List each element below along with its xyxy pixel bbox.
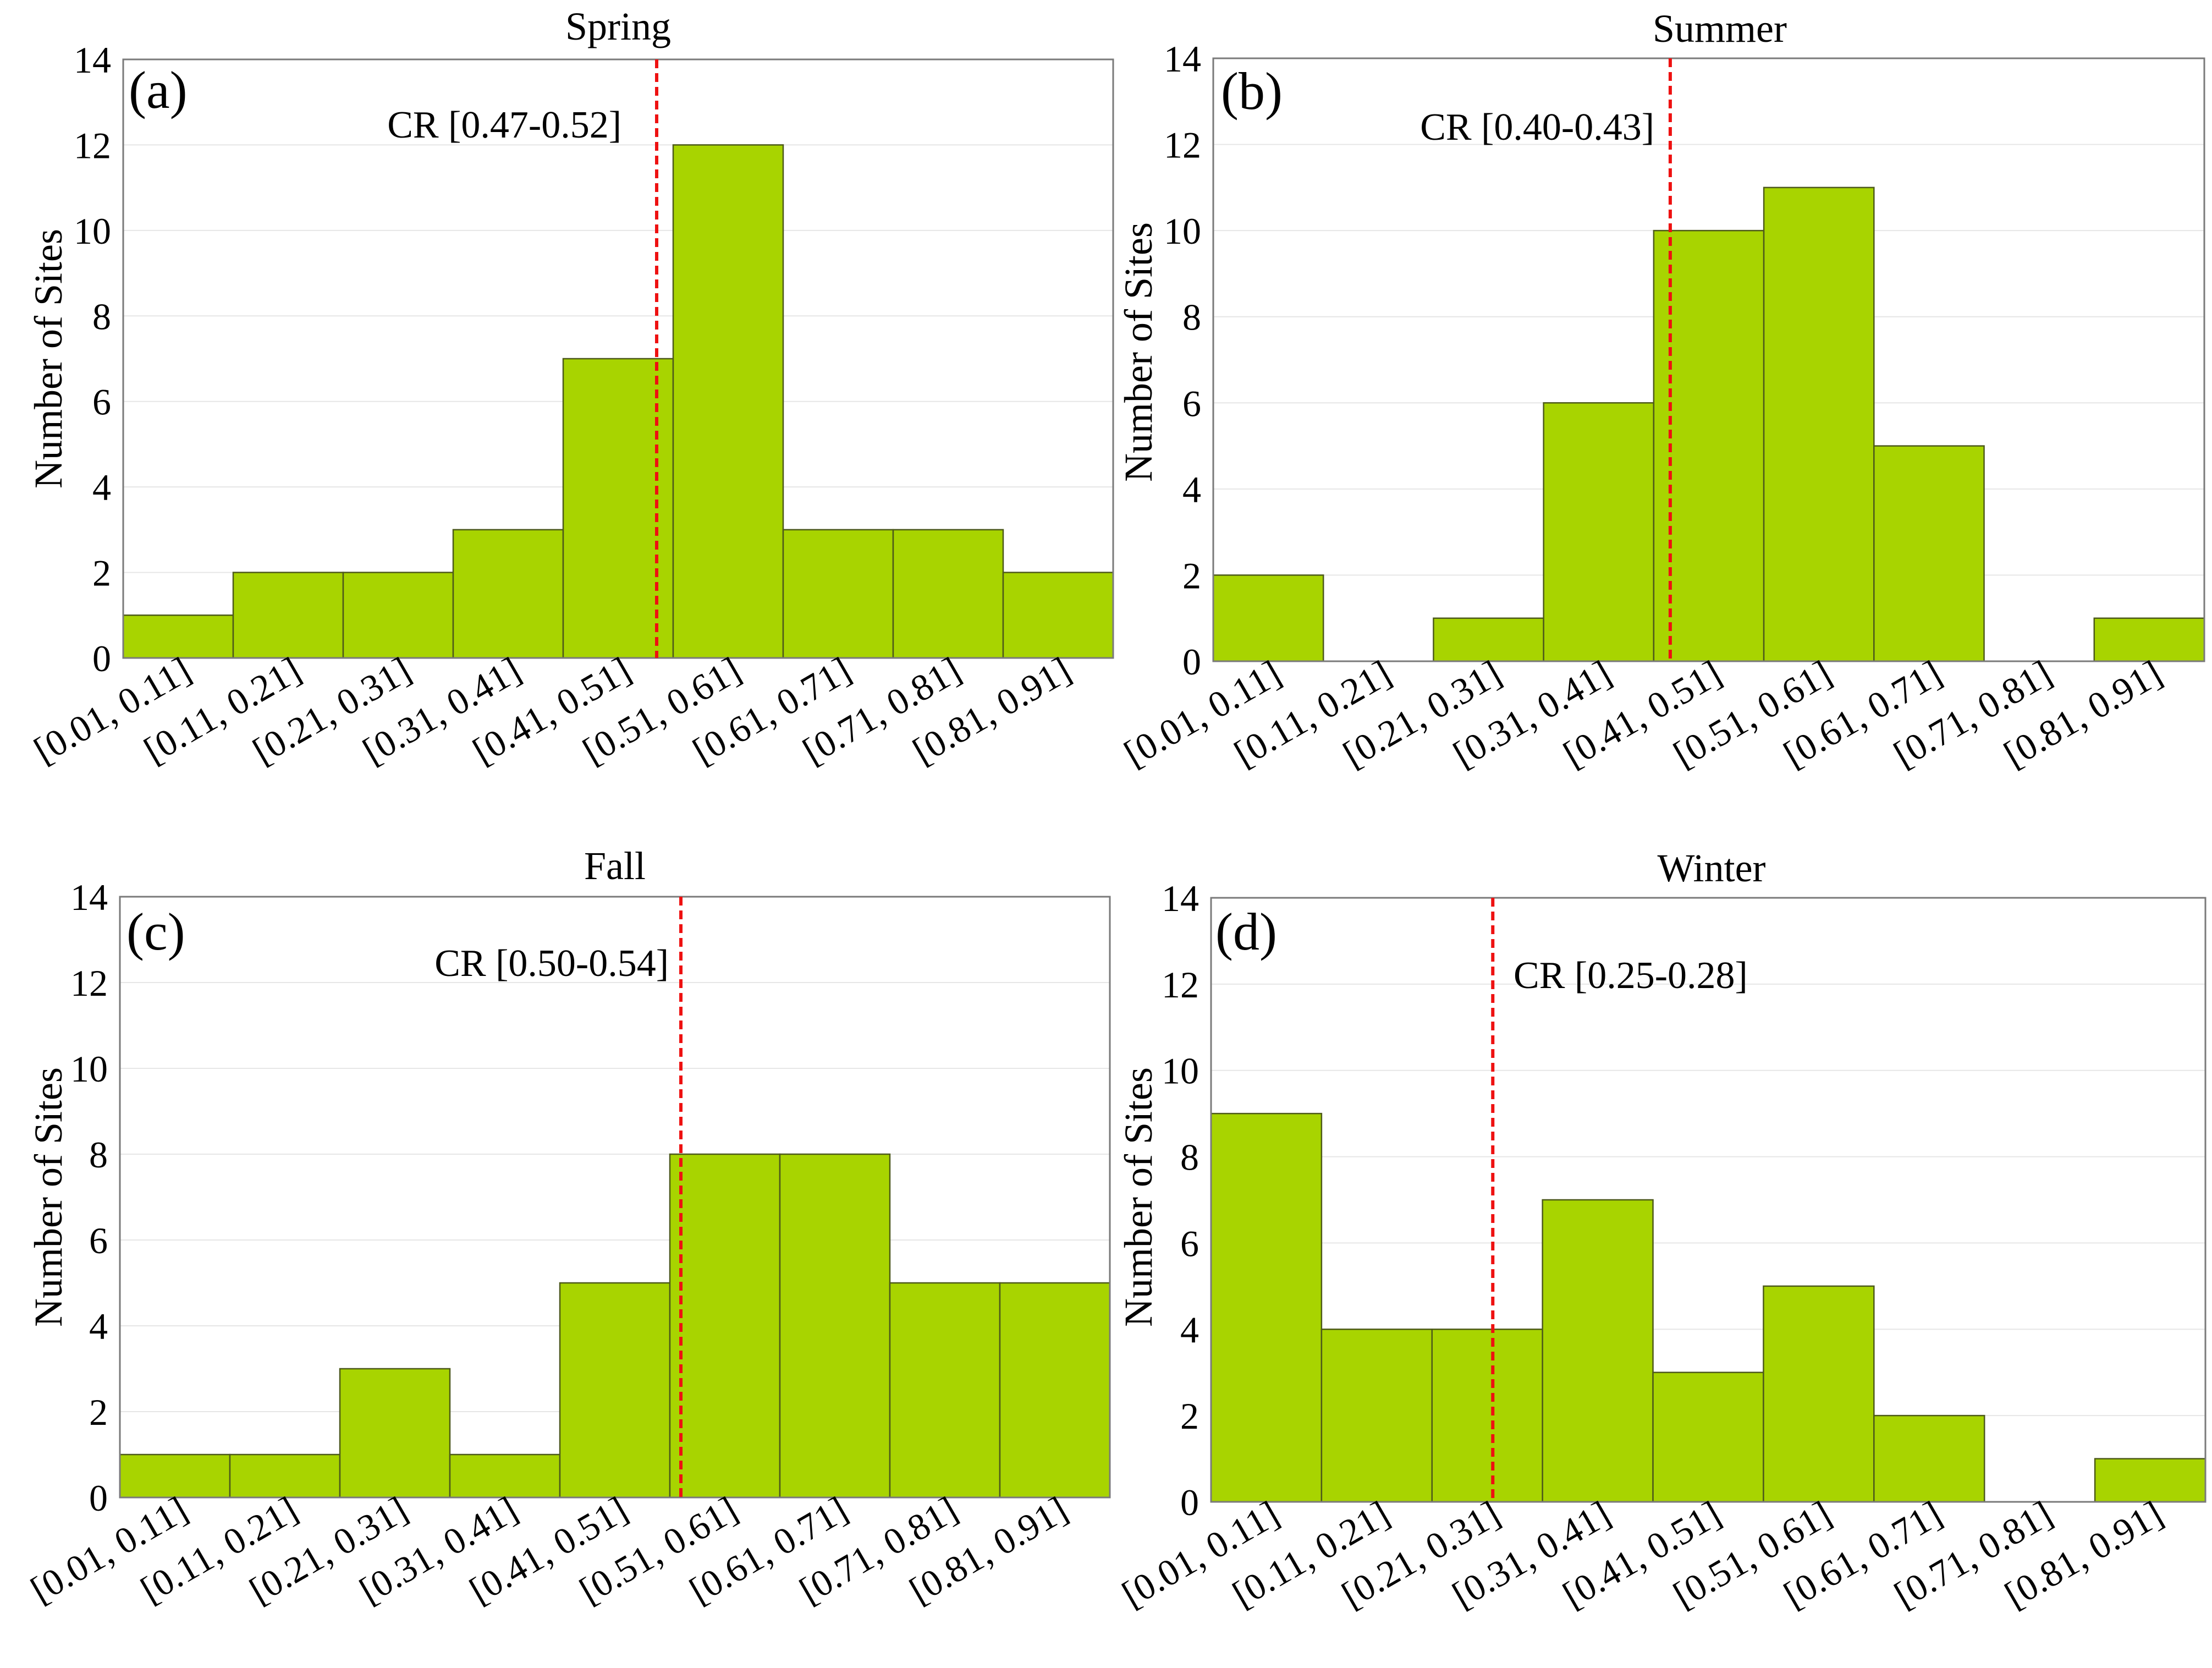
bar: [1542, 1199, 1654, 1503]
cr-label: CR [0.25-0.28]: [1514, 954, 1748, 997]
panel-label: (b): [1221, 62, 1283, 120]
plot-frame: [1210, 897, 2207, 1503]
y-tick-label: 8: [1180, 1137, 1199, 1178]
y-tick-label: 14: [74, 39, 111, 81]
y-ticks: 0 2 4 6 8 10 12 14: [1162, 877, 1199, 1523]
panel-label: (d): [1215, 902, 1277, 961]
bar: [1320, 1329, 1433, 1503]
bar: [119, 1453, 231, 1499]
bars: [1210, 1112, 2207, 1503]
bar: [1431, 1329, 1543, 1503]
bar: [2094, 1458, 2207, 1503]
bar: [1763, 1285, 1875, 1503]
y-tick-label: 2: [1180, 1395, 1199, 1437]
y-tick-label: 10: [1162, 1050, 1199, 1092]
plot-frame: [119, 896, 1111, 1499]
y-tick-label: 4: [92, 467, 111, 508]
y-tick-label: 4: [89, 1305, 108, 1347]
bar: [1543, 402, 1655, 662]
y-tick-label: 6: [89, 1220, 108, 1261]
bar: [1652, 1371, 1764, 1503]
y-tick-label: 0: [1182, 641, 1201, 683]
plot-frame: [122, 58, 1114, 659]
y-tick-label: 10: [70, 1048, 108, 1090]
y-tick-label: 8: [89, 1134, 108, 1176]
panel-label: (c): [126, 902, 185, 961]
y-tick-label: 8: [1182, 297, 1201, 338]
chart-title: Summer: [1653, 7, 1787, 51]
bar: [669, 1153, 781, 1499]
y-tick-label: 12: [74, 124, 111, 166]
y-tick-label: 6: [1180, 1222, 1199, 1264]
bar: [999, 1282, 1111, 1499]
chart-title: Spring: [565, 4, 671, 48]
bar: [889, 1282, 1001, 1499]
y-tick-label: 10: [1164, 210, 1201, 252]
y-ticks: 0 2 4 6 8 10 12 14: [70, 876, 108, 1519]
y-tick-label: 6: [92, 381, 111, 423]
bar: [449, 1453, 561, 1499]
y-tick-label: 6: [1182, 382, 1201, 424]
y-axis-label: Number of Sites: [26, 229, 70, 489]
bar: [782, 529, 894, 659]
y-axis-label: Number of Sites: [1116, 1067, 1160, 1327]
cr-label: CR [0.50-0.54]: [434, 942, 669, 985]
y-tick-label: 0: [92, 638, 111, 679]
bar: [672, 144, 784, 659]
chart-title: Winter: [1657, 846, 1765, 890]
bar: [892, 529, 1004, 659]
panel-label: (a): [129, 61, 188, 119]
y-tick-label: 4: [1180, 1309, 1199, 1351]
y-tick-label: 14: [70, 876, 108, 918]
chart-title: Fall: [584, 844, 646, 888]
cr-label: CR [0.40-0.43]: [1420, 106, 1654, 149]
y-tick-label: 10: [74, 210, 111, 252]
bar: [1002, 572, 1114, 659]
bar: [1873, 1414, 1985, 1503]
bar: [1212, 574, 1324, 662]
bar: [779, 1153, 891, 1499]
y-tick-label: 8: [92, 295, 111, 337]
y-tick-label: 2: [92, 552, 111, 594]
bar: [342, 572, 454, 659]
y-tick-label: 2: [1182, 555, 1201, 596]
y-tick-label: 12: [70, 962, 108, 1004]
y-tick-label: 12: [1164, 124, 1201, 166]
bar: [1210, 1112, 1323, 1503]
bar: [562, 358, 674, 659]
y-axis-label: Number of Sites: [26, 1067, 70, 1327]
bar: [1763, 186, 1875, 662]
y-tick-label: 14: [1164, 38, 1201, 80]
y-tick-label: 0: [89, 1477, 108, 1519]
bar: [1873, 445, 1985, 662]
y-tick-label: 4: [1182, 469, 1201, 511]
bar: [452, 529, 564, 659]
y-tick-label: 0: [1180, 1482, 1199, 1523]
bar: [559, 1282, 671, 1499]
y-tick-label: 2: [89, 1391, 108, 1433]
y-tick-label: 14: [1162, 877, 1199, 919]
plot-frame: [1212, 57, 2205, 662]
y-ticks: 0 2 4 6 8 10 12 14: [1164, 38, 1201, 683]
panel-spring: Spring Number of Sites CR [0.47-0.52] (a…: [26, 4, 1114, 772]
bar: [232, 572, 344, 659]
bars: [122, 144, 1114, 659]
bar: [339, 1368, 451, 1499]
bar: [1433, 617, 1544, 662]
y-ticks: 0 2 4 6 8 10 12 14: [74, 39, 111, 679]
y-tick-label: 12: [1162, 964, 1199, 1006]
y-axis-label: Number of Sites: [1116, 222, 1160, 482]
cr-label: CR [0.47-0.52]: [387, 104, 621, 146]
